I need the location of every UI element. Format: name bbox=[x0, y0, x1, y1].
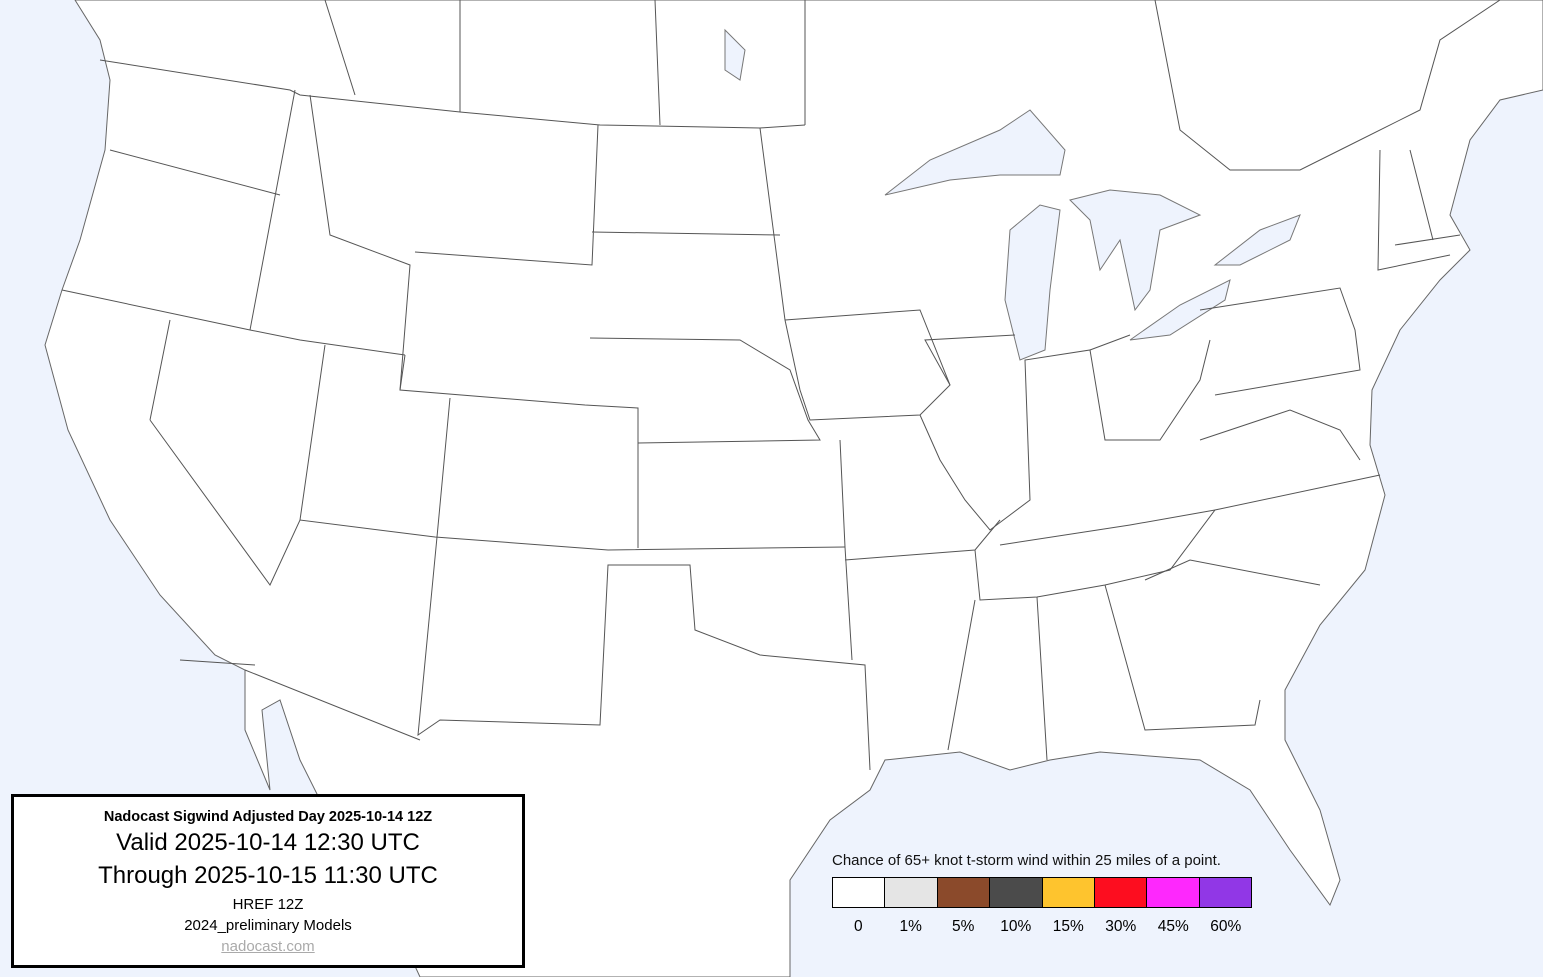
legend-label: 45% bbox=[1157, 918, 1189, 935]
forecast-title-box: Nadocast Sigwind Adjusted Day 2025-10-14… bbox=[11, 794, 525, 968]
land bbox=[44, 0, 1543, 977]
legend-label: 5% bbox=[952, 918, 975, 935]
models-label: 2024_preliminary Models bbox=[184, 917, 352, 934]
model-run: HREF 12Z bbox=[232, 896, 304, 913]
valid-time: Valid 2025-10-14 12:30 UTC bbox=[116, 829, 420, 856]
legend-label: 10% bbox=[1000, 918, 1032, 935]
legend-swatch bbox=[1147, 878, 1200, 907]
nadocast-link[interactable]: nadocast.com bbox=[221, 938, 315, 955]
legend-swatch bbox=[1199, 878, 1251, 907]
through-time: Through 2025-10-15 11:30 UTC bbox=[98, 862, 438, 889]
legend-label: 30% bbox=[1105, 918, 1137, 935]
state-borders bbox=[61, 0, 1501, 771]
legend-title: Chance of 65+ knot t-storm wind within 2… bbox=[832, 852, 1221, 869]
legend-swatches bbox=[832, 877, 1252, 908]
legend-swatch bbox=[990, 878, 1043, 907]
great-lakes bbox=[724, 28, 1301, 361]
legend-swatch bbox=[885, 878, 938, 907]
legend-swatch bbox=[833, 878, 886, 907]
legend-label: 1% bbox=[899, 918, 922, 935]
probability-legend: Chance of 65+ knot t-storm wind within 2… bbox=[832, 852, 1252, 936]
legend-swatch bbox=[1094, 878, 1148, 907]
product-title: Nadocast Sigwind Adjusted Day 2025-10-14… bbox=[103, 809, 433, 825]
legend-swatch bbox=[1042, 878, 1095, 907]
legend-labels: 0 1% 5% 10% 15% 30% 45% 60% bbox=[832, 918, 1252, 936]
legend-swatch bbox=[937, 878, 991, 907]
legend-label: 60% bbox=[1210, 918, 1242, 935]
legend-label: 0 bbox=[853, 918, 863, 935]
legend-label: 15% bbox=[1052, 918, 1084, 935]
